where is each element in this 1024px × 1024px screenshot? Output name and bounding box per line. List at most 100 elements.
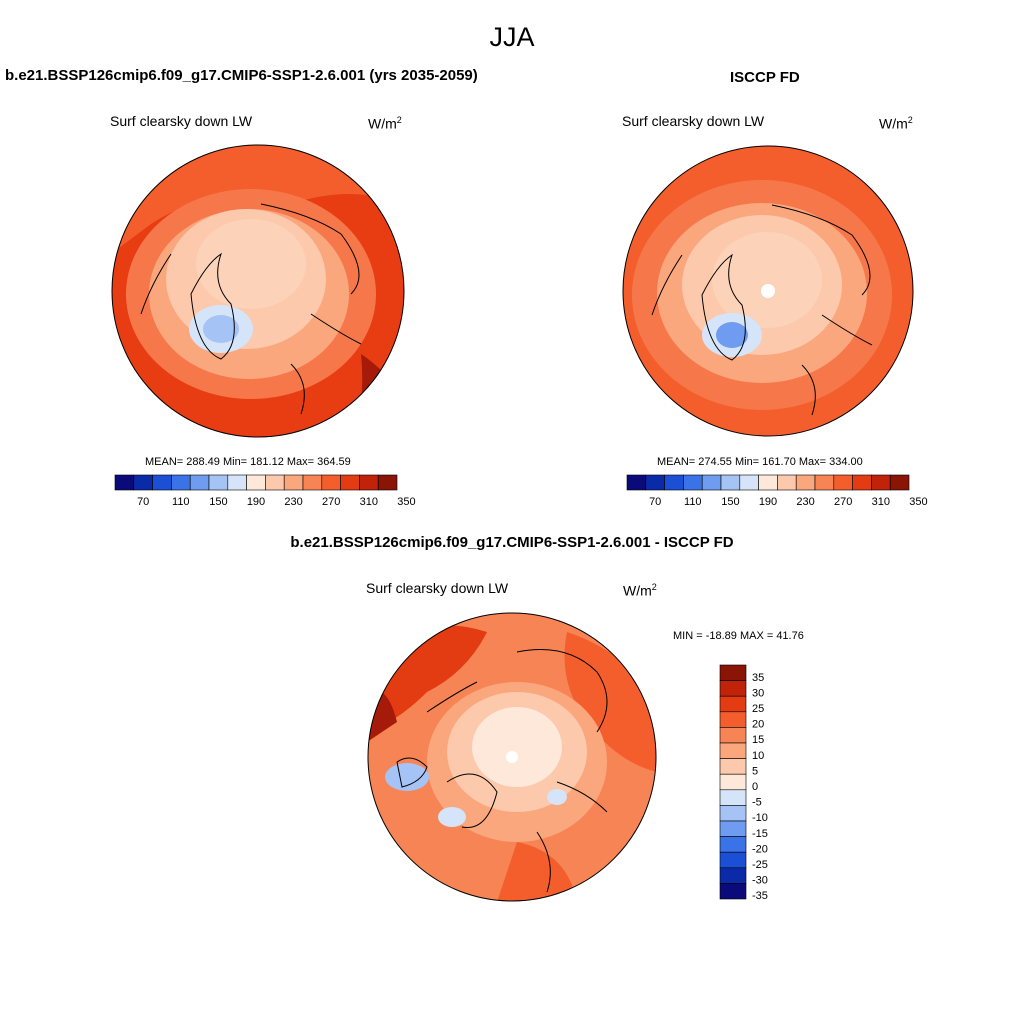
panel-3-stats: MIN = -18.89 MAX = 41.76 bbox=[673, 630, 804, 642]
colorbar-swatch bbox=[340, 474, 360, 491]
colorbar-observed: 70 110 150 190 230 270 310 350 bbox=[626, 474, 928, 508]
main-title: JJA bbox=[489, 22, 535, 52]
map-pole-hole bbox=[506, 751, 518, 763]
colorbar-swatch bbox=[777, 474, 797, 491]
map-region-greenland-blue bbox=[716, 322, 748, 348]
panel-2-title: ISCCP FD bbox=[730, 69, 800, 86]
colorbar-tick-label: 110 bbox=[684, 496, 702, 508]
colorbar-tick-label: 110 bbox=[172, 496, 190, 508]
colorbar-swatch bbox=[719, 789, 747, 806]
map-coastlines bbox=[140, 203, 362, 415]
colorbar-swatch bbox=[795, 474, 816, 491]
colorbar-swatch bbox=[833, 474, 853, 491]
colorbar-swatch bbox=[719, 758, 747, 775]
colorbar-swatch bbox=[889, 474, 910, 491]
colorbar-tick-label: 150 bbox=[209, 496, 227, 508]
colorbar-swatch bbox=[246, 474, 266, 491]
map-region-warm-east bbox=[564, 632, 656, 772]
colorbar-swatch bbox=[302, 474, 323, 491]
map-region-warm-south bbox=[497, 842, 577, 901]
colorbar-swatch bbox=[871, 474, 891, 491]
map-region-blue-greenland bbox=[438, 807, 466, 827]
colorbar-tick-label: 230 bbox=[284, 496, 302, 508]
map-pole-hole bbox=[761, 284, 775, 298]
colorbar-swatch bbox=[227, 474, 247, 491]
colorbar-tick-label: 70 bbox=[649, 496, 661, 508]
colorbar-swatch bbox=[626, 474, 647, 491]
map-border bbox=[367, 612, 657, 902]
polar-map-difference bbox=[367, 612, 657, 902]
colorbar-tick-label: -10 bbox=[752, 812, 768, 824]
colorbar-swatch bbox=[664, 474, 684, 491]
colorbar-difference: 35 30 25 20 15 10 5 0 -5 -10 -15 -20 -25 -30 -35 bbox=[719, 664, 768, 902]
map-border bbox=[111, 144, 405, 438]
colorbar-tick-label: -15 bbox=[752, 828, 768, 840]
colorbar-swatch bbox=[683, 474, 703, 491]
colorbar-tick-label: 190 bbox=[247, 496, 265, 508]
map-region-near-zero bbox=[472, 707, 562, 787]
colorbar-swatch bbox=[283, 474, 304, 491]
map-region-blue-west bbox=[385, 763, 429, 791]
colorbar-swatch bbox=[719, 727, 747, 744]
colorbar-tick-label: 35 bbox=[752, 672, 764, 684]
panel-1-stats: MEAN= 288.49 Min= 181.12 Max= 364.59 bbox=[145, 456, 351, 468]
colorbar-tick-label: 350 bbox=[397, 496, 415, 508]
map-coastlines bbox=[651, 204, 873, 416]
panel-1-title: b.e21.BSSP126cmip6.f09_g17.CMIP6-SSP1-2.… bbox=[5, 67, 478, 84]
colorbar-tick-label: 25 bbox=[752, 703, 764, 715]
colorbar-tick-label: 10 bbox=[752, 750, 764, 762]
colorbar-swatch bbox=[814, 474, 835, 491]
polar-map-observed bbox=[622, 145, 914, 437]
colorbar-swatch bbox=[720, 474, 741, 491]
colorbar-swatch bbox=[719, 805, 747, 822]
colorbar-swatch bbox=[114, 474, 135, 491]
map-region-center bbox=[712, 232, 822, 328]
colorbar-tick-label: -5 bbox=[752, 797, 762, 809]
colorbar-swatch bbox=[719, 695, 747, 713]
panel-2-stats: MEAN= 274.55 Min= 161.70 Max= 334.00 bbox=[657, 456, 863, 468]
colorbar-swatch bbox=[208, 474, 229, 491]
colorbar-swatch bbox=[719, 836, 747, 853]
colorbar-tick-label: 70 bbox=[137, 496, 149, 508]
colorbar-swatch bbox=[377, 474, 398, 491]
colorbar-swatch bbox=[719, 820, 747, 837]
colorbar-swatch bbox=[189, 474, 210, 491]
colorbar-swatch bbox=[152, 474, 172, 491]
panel-3-subtitle: Surf clearsky down LW bbox=[366, 580, 509, 596]
map-border bbox=[622, 145, 914, 437]
colorbar-swatch bbox=[171, 474, 191, 491]
colorbar-tick-label: 270 bbox=[322, 496, 340, 508]
panel-1-units: W/m2 bbox=[368, 115, 402, 132]
colorbar-swatch bbox=[719, 851, 747, 869]
colorbar-swatch bbox=[719, 680, 747, 697]
colorbar-swatch bbox=[645, 474, 665, 491]
colorbar-tick-label: 20 bbox=[752, 719, 764, 731]
colorbar-tick-label: 350 bbox=[909, 496, 927, 508]
colorbar-swatch bbox=[265, 474, 285, 491]
colorbar-tick-label: 190 bbox=[759, 496, 777, 508]
colorbar-swatch bbox=[852, 474, 872, 491]
colorbar-tick-label: -30 bbox=[752, 875, 768, 887]
colorbar-swatch bbox=[719, 664, 747, 681]
polar-map-model bbox=[111, 144, 405, 438]
map-region-greenland-blue bbox=[203, 315, 239, 343]
colorbar-swatch bbox=[719, 773, 747, 791]
colorbar-tick-label: 5 bbox=[752, 765, 758, 777]
colorbar-swatch bbox=[719, 711, 747, 728]
panel-3-units: W/m2 bbox=[623, 582, 657, 599]
panel-3-title: b.e21.BSSP126cmip6.f09_g17.CMIP6-SSP1-2.… bbox=[290, 534, 734, 551]
colorbar-swatch bbox=[701, 474, 722, 491]
map-coastlines bbox=[396, 649, 608, 893]
colorbar-swatch bbox=[719, 742, 747, 759]
map-region-center bbox=[196, 219, 306, 309]
colorbar-tick-label: -25 bbox=[752, 859, 768, 871]
map-region-north bbox=[112, 145, 404, 254]
colorbar-tick-label: 0 bbox=[752, 781, 758, 793]
colorbar-swatch bbox=[133, 474, 153, 491]
colorbar-model: 70 110 150 190 230 270 310 350 bbox=[114, 474, 416, 508]
panel-2-subtitle: Surf clearsky down LW bbox=[622, 113, 765, 129]
colorbar-tick-label: -20 bbox=[752, 843, 768, 855]
colorbar-tick-label: 30 bbox=[752, 687, 764, 699]
colorbar-tick-label: -35 bbox=[752, 890, 768, 902]
colorbar-tick-label: 270 bbox=[834, 496, 852, 508]
